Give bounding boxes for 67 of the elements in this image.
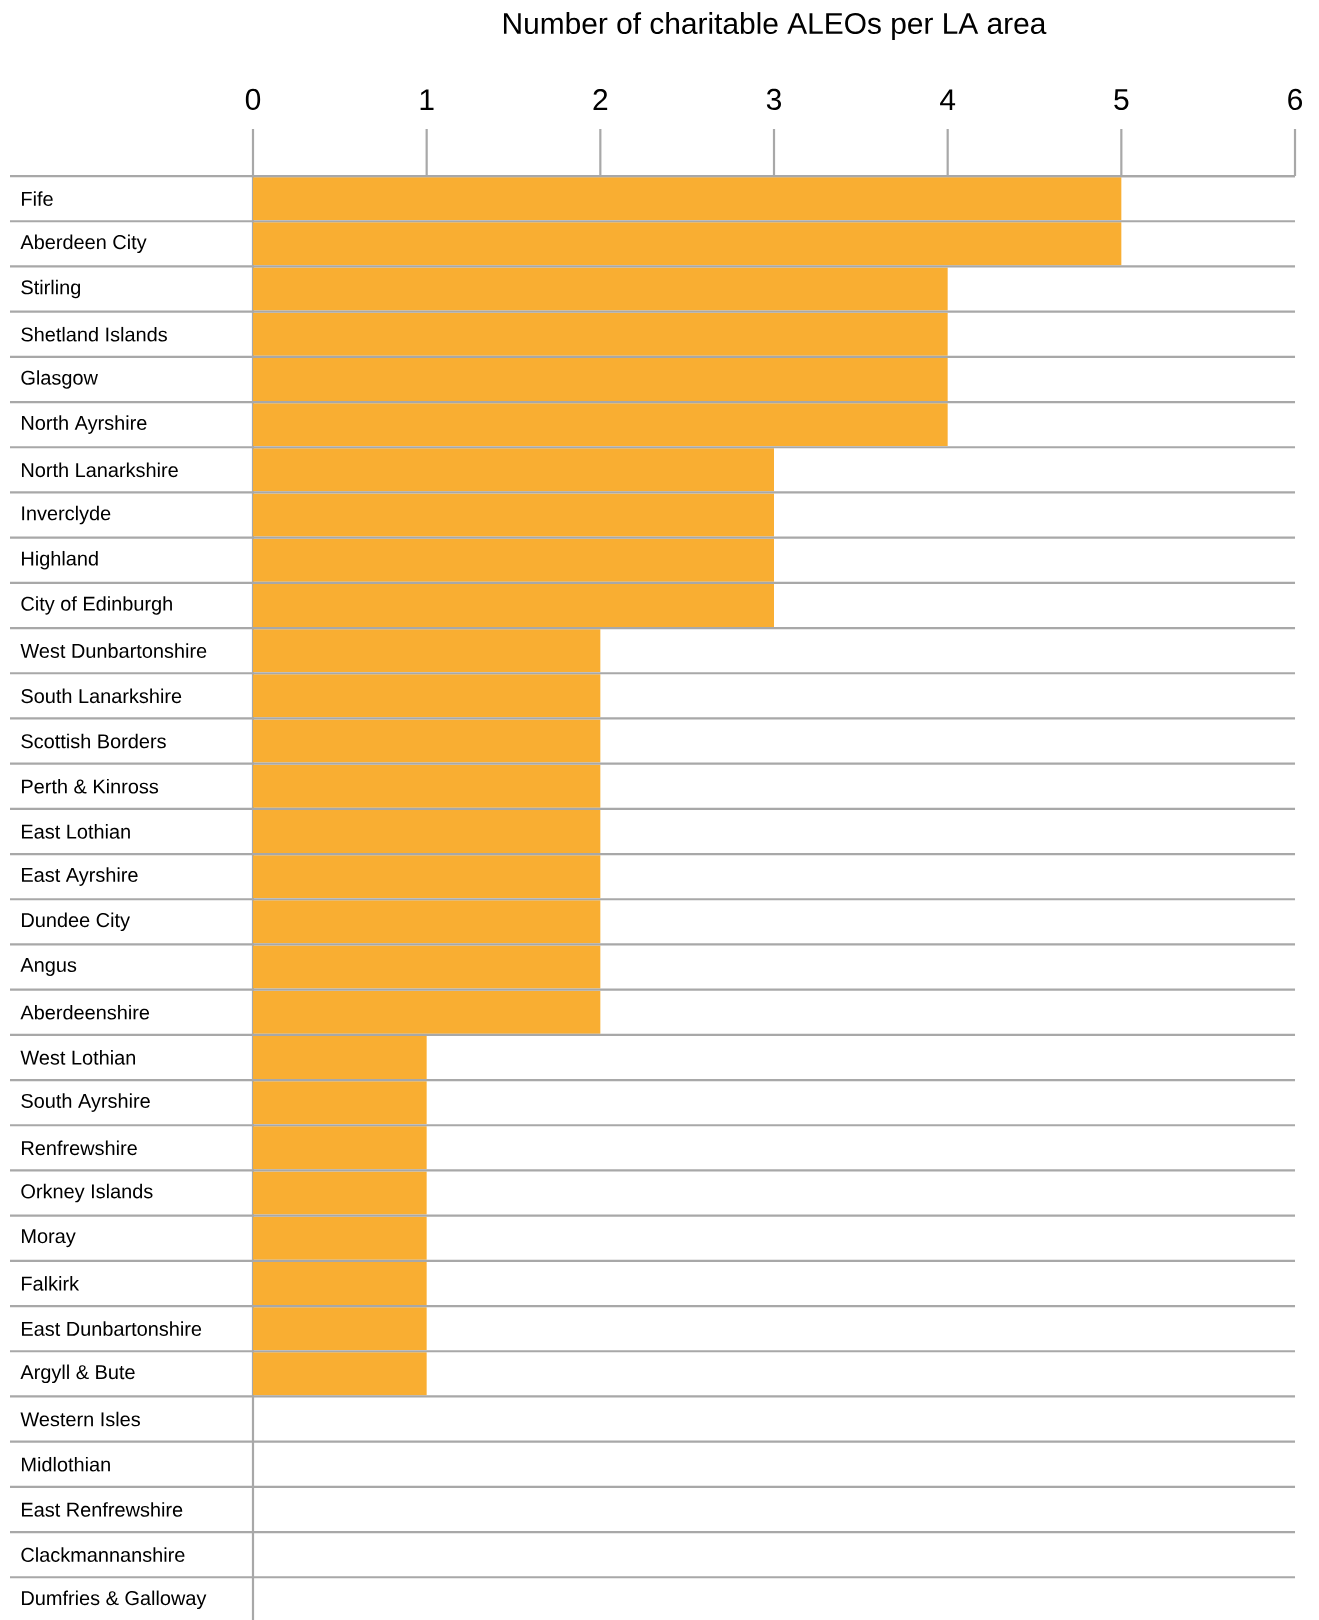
x-tick-label: 0 <box>245 88 261 110</box>
y-tick-label: Inverclyde <box>22 505 111 525</box>
bar <box>253 809 601 853</box>
bar <box>253 493 774 537</box>
bar <box>253 312 948 356</box>
x-tick-label: 4 <box>940 89 956 110</box>
y-tick-label: Scottish Borders <box>21 733 166 749</box>
bar <box>253 629 601 673</box>
y-tick-label: Perth & Kinross <box>22 778 159 794</box>
y-tick-label: Dumfries & Galloway <box>22 1590 207 1610</box>
x-tick-label: 5 <box>1114 89 1129 110</box>
bar <box>253 222 1122 266</box>
y-tick-label: Midlothian <box>22 1456 110 1472</box>
bar <box>253 945 601 989</box>
y-tick-label: Clackmannanshire <box>21 1547 185 1562</box>
bar <box>253 1035 427 1079</box>
y-tick-label: Aberdeenshire <box>20 1004 150 1020</box>
bar <box>253 357 948 401</box>
y-tick-label: North Ayrshire <box>22 415 147 434</box>
bar <box>253 1171 427 1215</box>
bar <box>253 764 601 808</box>
y-tick-label: Stirling <box>21 279 81 299</box>
y-tick-label: Highland <box>22 550 98 570</box>
x-axis-title: Number of charitable ALEOs per LA area <box>503 12 1047 40</box>
y-tick-label: Renfrewshire <box>22 1140 137 1156</box>
bar <box>253 1352 427 1396</box>
bar <box>253 719 601 763</box>
y-tick-label: Shetland Islands <box>21 326 167 342</box>
y-tick-label: East Dunbartonshire <box>22 1321 202 1336</box>
bar <box>253 448 774 492</box>
bar <box>253 1261 427 1305</box>
y-tick-label: South Ayrshire <box>21 1093 150 1112</box>
y-tick-label: Aberdeen City <box>20 234 147 254</box>
bar <box>253 855 601 899</box>
x-tick-label: 1 <box>420 89 434 110</box>
y-tick-label: Glasgow <box>21 370 98 389</box>
x-tick-label: 3 <box>766 88 782 110</box>
bar <box>253 177 1122 221</box>
y-tick-label: East Renfrewshire <box>22 1502 183 1517</box>
y-tick-label: City of Edinburgh <box>21 596 172 615</box>
y-tick-label: Angus <box>20 958 77 976</box>
bar <box>253 674 601 718</box>
y-tick-label: East Ayrshire <box>22 867 138 886</box>
y-tick-label: West Dunbartonshire <box>20 643 207 658</box>
bar <box>253 538 774 582</box>
y-tick-label: Orkney Islands <box>21 1183 153 1203</box>
x-tick-label: 2 <box>593 89 608 110</box>
y-tick-label: North Lanarkshire <box>22 462 178 478</box>
bar <box>253 1216 427 1260</box>
bar <box>253 1081 427 1125</box>
y-tick-label: South Lanarkshire <box>21 688 182 704</box>
bar <box>253 1307 427 1351</box>
bar <box>253 583 774 627</box>
y-tick-label: Moray <box>22 1229 76 1248</box>
y-tick-label: Fife <box>22 191 53 206</box>
x-tick-label: 6 <box>1288 88 1303 110</box>
y-tick-label: Western Isles <box>20 1411 140 1427</box>
y-tick-label: Dundee City <box>22 912 130 932</box>
bar <box>253 900 601 944</box>
bar <box>253 1126 427 1170</box>
y-tick-label: Argyll & Bute <box>20 1364 135 1384</box>
y-tick-label: Falkirk <box>22 1276 80 1291</box>
y-tick-label: East Lothian <box>22 824 130 839</box>
bar <box>253 990 601 1034</box>
bar <box>253 267 948 311</box>
y-tick-label: West Lothian <box>20 1050 136 1065</box>
bar <box>253 403 948 447</box>
